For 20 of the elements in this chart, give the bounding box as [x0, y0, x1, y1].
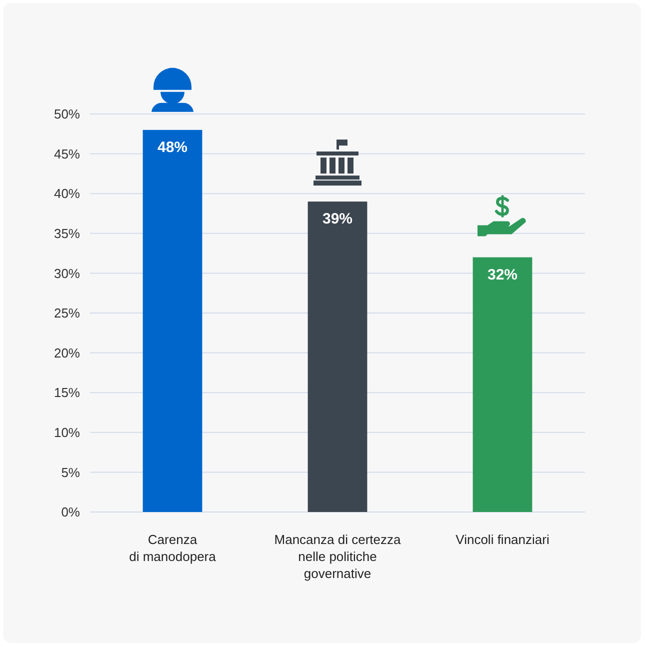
bar [308, 202, 368, 512]
bar [142, 130, 202, 512]
bar [472, 257, 532, 512]
y-tick-label: 25% [54, 306, 80, 321]
y-tick-label: 5% [61, 464, 80, 480]
y-tick-label: 35% [54, 226, 80, 241]
y-tick-label: 40% [54, 186, 80, 202]
x-tick-label: Carenza di manodopera [129, 532, 217, 564]
x-tick-label: Mancanza di certezza nelle politiche governative [274, 532, 402, 581]
y-tick-label: 45% [54, 146, 80, 162]
y-tick-label: 15% [54, 385, 80, 400]
y-tick-label: 30% [54, 266, 80, 281]
y-tick-label: 50% [54, 106, 80, 122]
y-tick-label: 0% [61, 504, 80, 520]
y-tick-label: 20% [54, 345, 80, 360]
x-tick-label: Vincoli finanziari [456, 532, 550, 547]
y-tick-label: 10% [54, 424, 80, 440]
data-label: 39% [322, 210, 353, 228]
data-label: 48% [157, 138, 188, 156]
data-label: 32% [487, 266, 518, 284]
